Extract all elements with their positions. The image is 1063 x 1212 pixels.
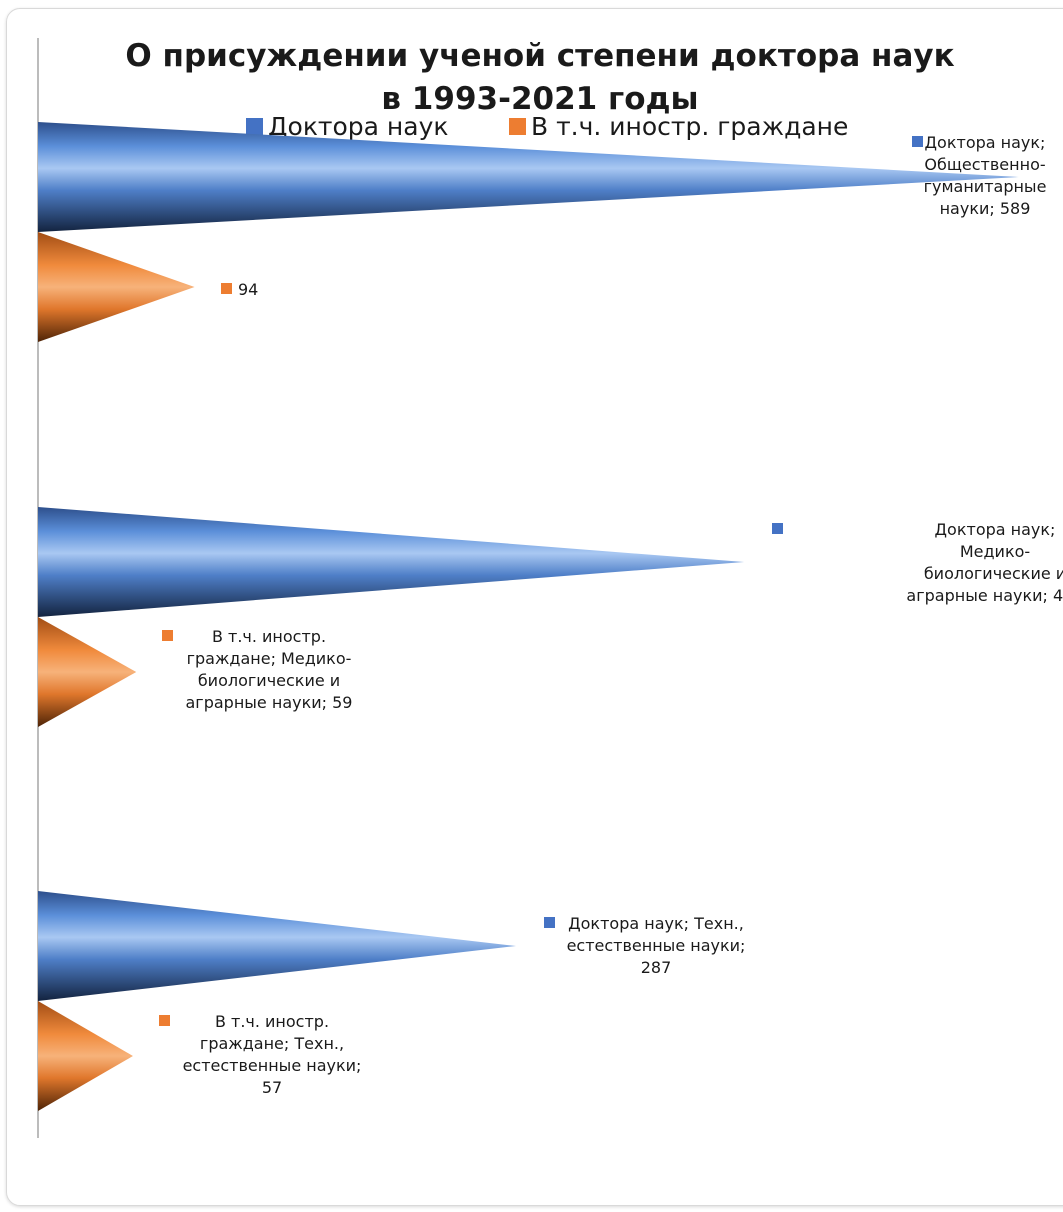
chart-frame	[6, 8, 1063, 1206]
legend-label-series-1: Доктора наук	[268, 112, 448, 141]
data-label-series-2-cat-3: В т.ч. иностр. граждане; Техн., естественн…	[183, 1012, 362, 1097]
legend-swatch-series-2	[509, 118, 526, 135]
cone-bar-series-1-cat-2	[38, 507, 745, 617]
data-label-series-1-cat-2: Доктора наук; Медико-биологические и аграр…	[906, 520, 1063, 605]
data-label-series-1-cat-1: Доктора наук; Общественно-гуманитарные нау…	[924, 133, 1047, 218]
data-label-swatch-series-2-cat-3	[159, 1015, 170, 1026]
chart-title-line-1: О присуждении ученой степени доктора нау…	[125, 38, 954, 74]
data-label-series-1-cat-3: Доктора наук; Техн., естественные науки; 2…	[567, 914, 746, 977]
cone-bar-series-2-cat-2	[38, 617, 137, 727]
data-label-series-2-cat-2: В т.ч. иностр. граждане; Медико-биологиче…	[186, 627, 353, 712]
data-label-swatch-series-1-cat-3	[544, 917, 555, 928]
data-label-swatch-series-1-cat-2	[772, 523, 783, 534]
cone-bar-series-1-cat-1	[38, 122, 1019, 232]
data-label-swatch-series-2-cat-2	[162, 630, 173, 641]
data-label-swatch-series-1-cat-1	[912, 136, 923, 147]
cone-bar-series-1-cat-3	[38, 891, 517, 1001]
cone-bar-series-2-cat-1	[38, 232, 195, 342]
legend-label-series-2: В т.ч. иностр. граждане	[531, 112, 848, 141]
legend-swatch-series-1	[246, 118, 263, 135]
chart-title-line-2: в 1993-2021 годы	[381, 81, 698, 117]
plot-area: Доктора наук; Общественно-гуманитарные нау…	[38, 122, 1063, 1111]
legend: Доктора наук В т.ч. иностр. граждане	[246, 112, 848, 141]
data-label-series-2-cat-1: 94	[238, 280, 258, 299]
data-label-swatch-series-2-cat-1	[221, 283, 232, 294]
cone-bar-series-2-cat-3	[38, 1001, 133, 1111]
